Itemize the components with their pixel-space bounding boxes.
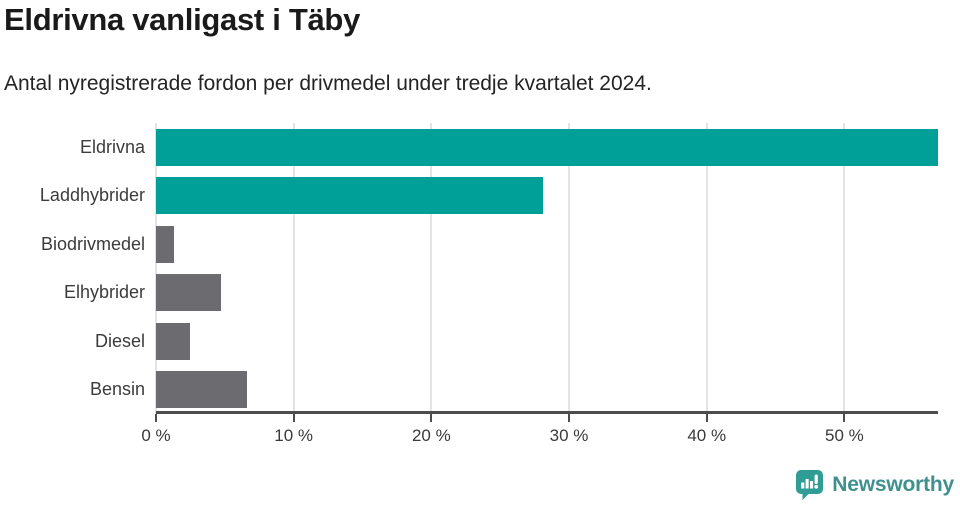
category-axis: Eldrivna Laddhybrider Biodrivmedel Elhybrid… — [0, 123, 145, 414]
gridline-0 — [155, 123, 157, 414]
bar-row — [156, 220, 938, 269]
chart-subtitle: Antal nyregistrerade fordon per drivmede… — [4, 72, 652, 95]
gridline-40 — [705, 123, 708, 414]
gridline-20 — [430, 123, 433, 414]
bar-laddhybrider — [156, 177, 543, 214]
category-label: Bensin — [89, 379, 145, 400]
x-tick-label: 20 % — [411, 426, 451, 445]
gridline-30 — [568, 123, 571, 414]
x-tick-label: 50 % — [825, 426, 864, 445]
category-label: Eldrivna — [79, 136, 145, 157]
x-axis-tick-labels: 0 % 10 % 20 % 30 % 40 % 50 % — [141, 426, 938, 450]
chart-title: Eldrivna vanligast i Täby — [4, 2, 361, 37]
x-tick-10 — [292, 414, 295, 422]
category-label: Elhybrider — [63, 282, 145, 303]
bar-diesel — [156, 322, 191, 360]
x-tick-50 — [843, 414, 846, 422]
x-tick-label: 40 % — [687, 426, 727, 445]
x-tick-40 — [705, 414, 708, 422]
bar-row — [156, 269, 938, 318]
bar-eldrivna — [156, 128, 938, 166]
gridline-10 — [292, 123, 295, 414]
bar-biodrivmedel — [156, 225, 174, 263]
bar-row — [156, 123, 938, 172]
category-label: Laddhybrider — [39, 185, 145, 206]
bar-series — [156, 123, 938, 414]
x-tick-0 — [155, 414, 157, 422]
bar-row — [156, 317, 938, 366]
newsworthy-logo-text: Newsworthy — [832, 472, 954, 496]
x-tick-30 — [568, 414, 571, 422]
bar-bensin — [156, 371, 247, 408]
bar-row — [156, 172, 938, 221]
bar-row — [156, 366, 938, 415]
category-label: Biodrivmedel — [40, 233, 145, 254]
x-tick-label: 10 % — [274, 426, 314, 445]
x-tick-20 — [430, 414, 433, 422]
category-label: Diesel — [94, 330, 145, 351]
plot-area — [155, 123, 938, 414]
x-tick-label: 0 % — [141, 426, 171, 445]
bar-elhybrider — [156, 274, 221, 311]
newsworthy-logo-icon — [796, 470, 824, 500]
newsworthy-logo-link[interactable]: Newsworthy — [795, 469, 954, 500]
x-axis-line — [156, 411, 938, 414]
gridline-50 — [843, 123, 846, 414]
x-tick-label: 30 % — [549, 426, 589, 445]
